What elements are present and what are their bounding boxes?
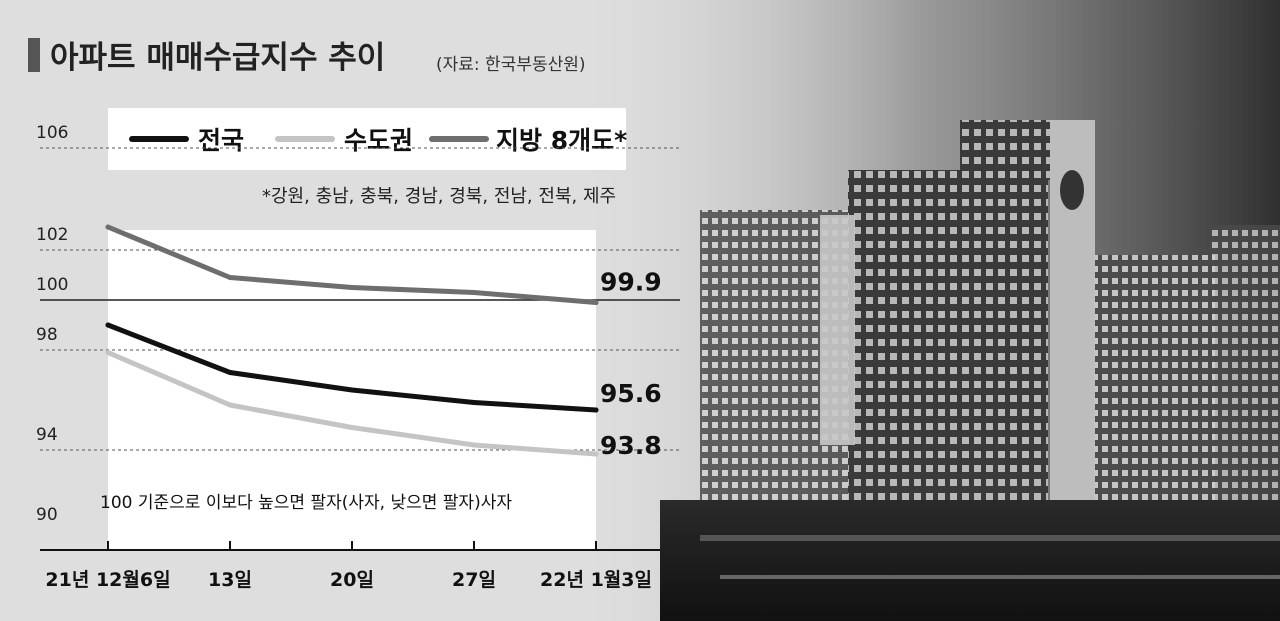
- end-label-0: 95.6: [600, 379, 662, 408]
- legend: 전국 수도권 지방 8개도*: [108, 108, 627, 170]
- y-tick-labels: 106 102 100 98 94 90: [36, 123, 68, 525]
- series-lines: [105, 224, 599, 457]
- chart-source: (자료: 한국부동산원): [436, 55, 586, 75]
- series-2-point-1: [227, 275, 233, 280]
- x-tick-labels: 21년 12월6일 13일 20일 27일 22년 1월3일: [45, 541, 652, 591]
- x-tick-label-4: 22년 1월3일: [540, 569, 652, 591]
- chart-title: 아파트 매매수급지수 추이: [50, 40, 385, 76]
- series-1-point-4: [593, 451, 599, 457]
- apartment-photo: [560, 0, 1280, 621]
- y-tick-102: 102: [36, 225, 68, 245]
- series-0-point-1: [227, 370, 233, 375]
- x-tick-label-3: 27일: [452, 569, 496, 591]
- x-tick-label-1: 13일: [208, 569, 252, 591]
- legend-label-1: 수도권: [344, 126, 413, 155]
- y-tick-106: 106: [36, 123, 68, 143]
- series-0-point-0: [105, 322, 111, 328]
- series-1-point-3: [471, 442, 477, 448]
- legend-label-0: 전국: [198, 126, 244, 155]
- series-1-point-1: [227, 402, 233, 408]
- series-0-point-3: [471, 400, 477, 405]
- series-2-point-3: [471, 290, 477, 295]
- y-tick-94: 94: [36, 425, 58, 445]
- end-labels: 95.6 93.8 99.9: [600, 268, 662, 461]
- baseline-note: 100 기준으로 이보다 높으면 팔자(사자, 낮으면 팔자)사자: [100, 493, 512, 513]
- series-1-point-0: [105, 350, 111, 355]
- y-tick-90: 90: [36, 505, 58, 525]
- y-tick-100: 100: [36, 275, 68, 295]
- footnote: *강원, 충남, 충북, 경남, 경북, 전남, 전북, 제주: [262, 186, 616, 207]
- legend-label-2: 지방 8개도*: [496, 126, 627, 155]
- series-2-point-0: [105, 224, 111, 230]
- end-label-1: 93.8: [600, 431, 662, 460]
- series-1-point-2: [349, 425, 355, 430]
- x-tick-label-2: 20일: [330, 569, 374, 591]
- series-2-point-4: [593, 300, 599, 305]
- title-marker: [28, 38, 40, 72]
- end-label-2: 99.9: [600, 268, 662, 297]
- series-0-point-4: [593, 407, 599, 413]
- y-tick-98: 98: [36, 325, 58, 345]
- x-tick-label-0: 21년 12월6일: [45, 569, 170, 591]
- series-0-point-2: [349, 387, 355, 393]
- series-2-point-2: [349, 285, 355, 290]
